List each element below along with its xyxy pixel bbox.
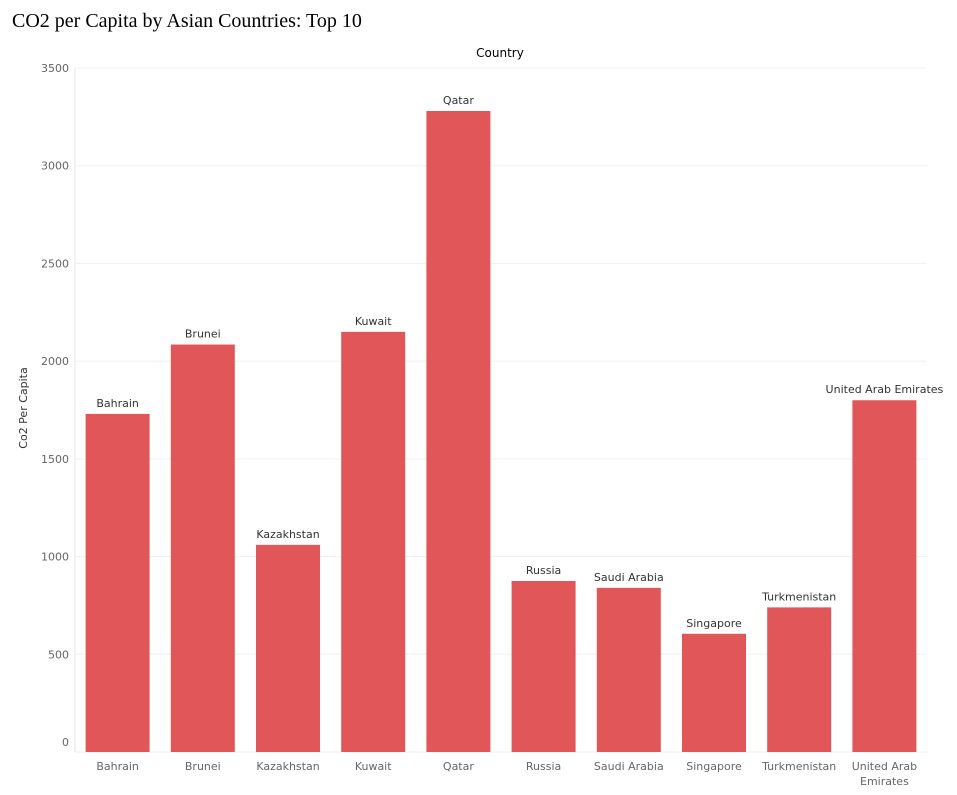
y-axis-label: Co2 Per Capita: [17, 367, 30, 448]
bar: [256, 544, 320, 752]
bar: [682, 633, 746, 752]
bar-label: Kazakhstan: [256, 528, 319, 541]
bar-label: Bahrain: [96, 397, 139, 410]
bar-label: Russia: [526, 564, 561, 577]
y-tick-label: 2500: [41, 257, 69, 270]
x-tick-label: Saudi Arabia: [594, 760, 664, 773]
x-tick-label: Bahrain: [96, 760, 139, 773]
column-header: Country: [476, 46, 524, 60]
bar: [596, 587, 661, 752]
bar-label: Qatar: [443, 94, 474, 107]
x-tick-label: Russia: [526, 760, 561, 773]
x-tick-label: Turkmenistan: [761, 760, 836, 773]
bar-label: Kuwait: [355, 315, 392, 328]
y-axis-ticks: 0 500 1000 1500 2000 2500 3000 3500: [41, 62, 69, 749]
x-tick-label: Brunei: [185, 760, 221, 773]
bars: [85, 110, 917, 753]
x-tick-label: Singapore: [686, 760, 742, 773]
bar-label: Saudi Arabia: [594, 571, 664, 584]
y-tick-label: 3500: [41, 62, 69, 75]
y-tick-label: 0: [62, 736, 69, 749]
bar: [767, 607, 832, 752]
x-tick-label: Qatar: [443, 760, 474, 773]
bar: [170, 344, 235, 752]
bar-labels: Bahrain Brunei Kazakhstan Kuwait Qatar Russia…: [96, 94, 943, 630]
chart-title: CO2 per Capita by Asian Countries: Top 1…: [12, 10, 362, 32]
y-tick-label: 3000: [41, 160, 69, 173]
x-tick-label: United Arab: [852, 760, 917, 773]
bar: [852, 400, 917, 752]
bar: [426, 110, 491, 753]
x-tick-label: Kuwait: [355, 760, 392, 773]
y-tick-label: 1000: [41, 551, 69, 564]
gridlines: [74, 67, 927, 753]
y-tick-label: 2000: [41, 355, 69, 368]
x-tick-label: Kazakhstan: [256, 760, 319, 773]
bar-label: United Arab Emirates: [826, 383, 944, 396]
x-axis-ticks: Bahrain Brunei Kazakhstan Kuwait Qatar Russia…: [96, 760, 917, 788]
bar-label: Singapore: [686, 617, 742, 630]
bar-label: Turkmenistan: [761, 590, 836, 603]
y-tick-label: 500: [48, 648, 69, 661]
y-tick-label: 1500: [41, 453, 69, 466]
bar-label: Brunei: [185, 328, 221, 341]
x-tick-label: Emirates: [860, 775, 909, 788]
bar: [511, 581, 576, 752]
bar: [85, 413, 150, 752]
bar: [341, 331, 406, 752]
